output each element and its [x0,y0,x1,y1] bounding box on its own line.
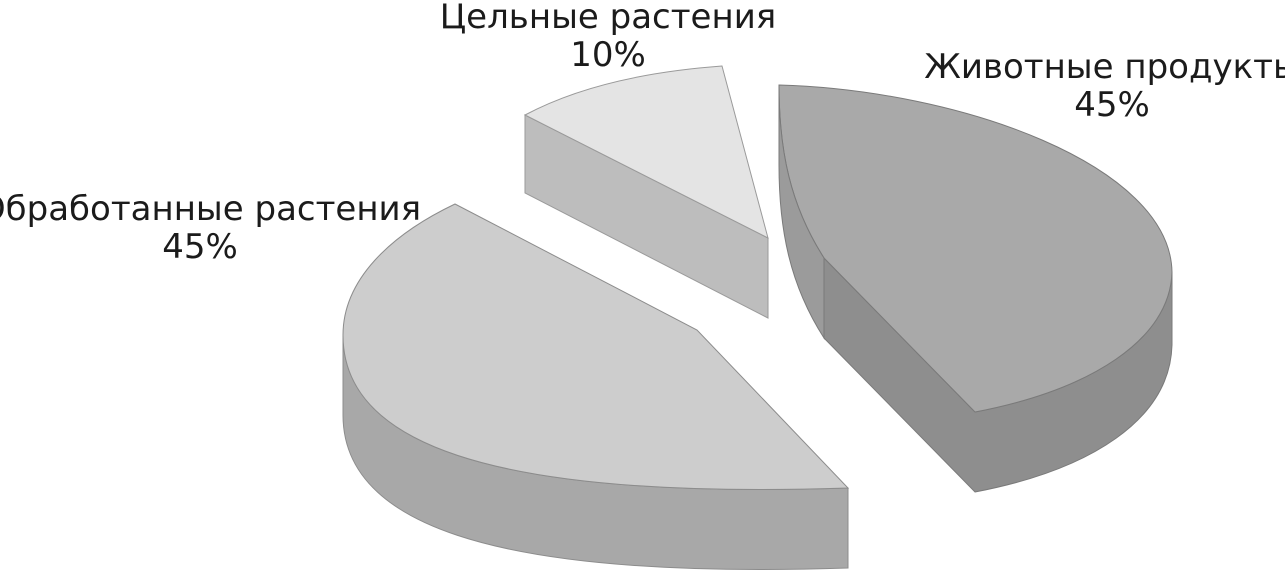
label-whole-plants: Цельные растения [440,0,777,37]
label-processed-plants: Обработанные растения [0,189,421,229]
label-animal-products: Животные продукты [924,47,1285,87]
slice-top [342,203,850,491]
value-animal-products: 45% [1074,85,1150,125]
slice-whole-plants [523,65,769,319]
value-whole-plants: 10% [570,35,646,75]
slice-labels: Цельные растения 10% Животные продукты 4… [0,0,1285,267]
slice-animal-products [778,84,1173,493]
value-processed-plants: 45% [162,227,238,267]
slice-inner-side [778,84,825,340]
slice-processed-plants [342,203,850,571]
slice-top [523,65,769,239]
